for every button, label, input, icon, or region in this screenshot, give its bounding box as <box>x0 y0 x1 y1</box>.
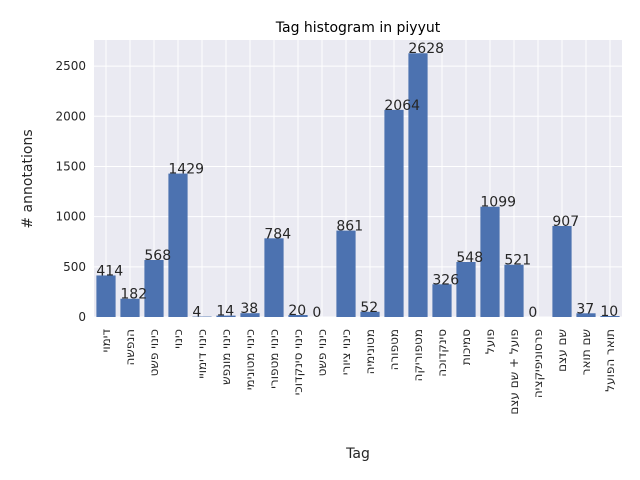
x-tick-label: פרסוניפיקציה <box>531 329 545 398</box>
y-tick-label: 1500 <box>55 159 86 173</box>
y-tick-label: 2000 <box>55 109 86 123</box>
y-tick-label: 0 <box>78 310 86 324</box>
x-tick-label: דימוי <box>99 329 113 353</box>
bar-value-label: 907 <box>552 214 579 230</box>
bar <box>336 230 356 317</box>
bar-value-label: 52 <box>360 300 378 316</box>
bar <box>456 262 476 317</box>
bar-value-label: 0 <box>312 305 321 321</box>
x-tick-label: כינוי מונפש <box>219 329 233 385</box>
x-tick-label: פועל + שם עצם <box>507 329 521 415</box>
bar <box>504 264 524 317</box>
x-tick-label: מטפוריקה <box>411 329 425 382</box>
bar <box>480 206 500 317</box>
x-tick-label: כינוי דימויי <box>195 329 209 379</box>
bar-value-label: 4 <box>192 305 201 321</box>
chart-title: Tag histogram in piyyut <box>275 20 441 36</box>
bar <box>288 314 308 317</box>
x-tick-label: סמיכות <box>459 329 473 365</box>
bars <box>96 53 620 317</box>
x-tick-label: כינוי <box>171 329 185 349</box>
bar-value-label: 37 <box>576 301 594 317</box>
x-tick-label: תואר הפועל <box>603 329 617 392</box>
x-tick-label: סינקדוכה <box>435 329 449 377</box>
bar <box>360 311 380 317</box>
bar <box>168 173 188 317</box>
bar <box>384 109 404 317</box>
bar <box>264 238 284 317</box>
bar-value-label: 1429 <box>168 162 204 178</box>
x-tick-label: כינוי מטפורי <box>267 329 281 389</box>
y-tick-labels: 0 500 1000 1500 2000 2500 <box>55 59 86 324</box>
bar-value-label: 548 <box>456 250 483 266</box>
y-tick-label: 2500 <box>55 59 86 73</box>
bar <box>432 284 452 317</box>
x-axis-title: Tag <box>345 446 370 462</box>
bar <box>552 225 572 317</box>
bar-value-label: 10 <box>600 304 618 320</box>
bar-value-label: 1099 <box>480 195 516 211</box>
x-tick-label: הנפשה <box>123 329 137 365</box>
bar-value-label: 0 <box>528 305 537 321</box>
x-tick-label: כינוי מטונימי <box>243 329 257 390</box>
y-tick-label: 500 <box>63 260 86 274</box>
bar-value-label: 2628 <box>408 41 444 57</box>
bar-value-label: 414 <box>96 263 123 279</box>
bar <box>408 53 428 317</box>
bar-value-label: 326 <box>432 272 459 288</box>
bar <box>96 275 116 317</box>
y-axis-title: # annotations <box>20 129 36 228</box>
bar <box>120 298 140 317</box>
bar-value-label: 38 <box>240 301 258 317</box>
bar-value-label: 182 <box>120 287 147 303</box>
bar <box>600 315 620 317</box>
x-tick-label: מטונימיה <box>363 329 377 374</box>
bar <box>216 315 236 317</box>
x-tick-label: שם תואר <box>579 329 593 375</box>
x-tick-label: כינוי פשט <box>147 329 161 376</box>
x-tick-label: מטפורה <box>387 329 401 370</box>
bar-value-label: 2064 <box>384 98 420 114</box>
bar <box>240 313 260 317</box>
x-tick-label: כינוי ציורי <box>339 329 353 375</box>
bar-value-label: 20 <box>288 303 306 319</box>
x-tick-labels: דימוי הנפשה כינוי פשט כינוי כינוי דימויי כינו… <box>99 329 617 415</box>
bar <box>576 313 596 317</box>
bar <box>144 259 164 317</box>
bar-value-label: 14 <box>216 304 234 320</box>
x-tick-label: שם עצם <box>555 329 569 372</box>
x-tick-label: כינוי פשט <box>315 329 329 376</box>
y-tick-label: 1000 <box>55 210 86 224</box>
bar-value-label: 521 <box>504 253 531 269</box>
bar-value-label: 568 <box>144 248 171 264</box>
bar-value-label: 784 <box>264 226 291 242</box>
x-tick-label: פועל <box>483 329 497 354</box>
x-tick-label: כינוי סינקדוכי <box>291 329 305 395</box>
bar-value-label: 861 <box>336 219 363 235</box>
